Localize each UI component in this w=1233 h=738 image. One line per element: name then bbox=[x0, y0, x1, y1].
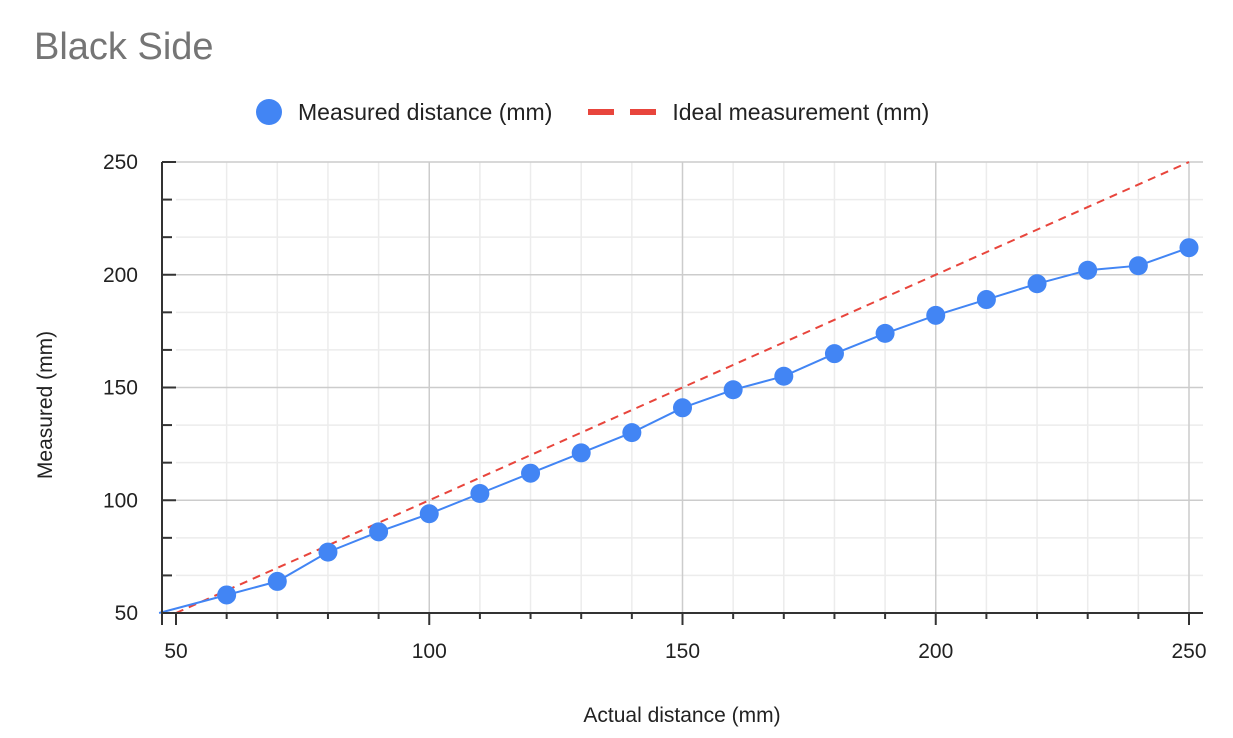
measured-line bbox=[158, 246, 1190, 614]
legend-label-measured: Measured distance (mm) bbox=[298, 98, 553, 125]
ideal-series bbox=[175, 161, 1190, 614]
measured-point bbox=[1078, 260, 1098, 280]
y-tick-label: 50 bbox=[115, 602, 138, 625]
measured-series bbox=[158, 238, 1199, 614]
y-tick-label: 150 bbox=[103, 377, 138, 400]
measured-point bbox=[875, 323, 895, 343]
measured-point bbox=[723, 380, 743, 400]
x-tick-label: 150 bbox=[665, 640, 700, 663]
measured-point bbox=[824, 344, 844, 364]
x-axis-title: Actual distance (mm) bbox=[583, 704, 780, 727]
chart-title: Black Side bbox=[34, 26, 214, 68]
y-tick-label: 250 bbox=[103, 151, 138, 174]
measured-point bbox=[369, 522, 389, 542]
legend-dash-icon bbox=[588, 109, 657, 115]
x-tick-label: 100 bbox=[412, 640, 447, 663]
measured-point bbox=[318, 542, 338, 562]
measured-point bbox=[926, 305, 946, 325]
measured-point bbox=[1179, 238, 1199, 258]
x-tick-label: 250 bbox=[1171, 640, 1206, 663]
measured-point bbox=[1027, 274, 1047, 294]
ideal-line bbox=[175, 161, 1190, 614]
legend-item-ideal[interactable]: Ideal measurement (mm) bbox=[552, 99, 929, 126]
x-tick-label: 50 bbox=[164, 640, 187, 663]
measured-point bbox=[267, 571, 287, 591]
measured-point bbox=[419, 504, 439, 524]
measured-point bbox=[673, 398, 692, 418]
legend-item-measured[interactable]: Measured distance (mm) bbox=[256, 99, 552, 126]
measured-point bbox=[1128, 256, 1148, 276]
legend: Measured distance (mm) Ideal measurement… bbox=[256, 96, 929, 128]
y-tick-label: 100 bbox=[103, 489, 138, 512]
axes: 50 100 150 200 250 50 100 150 200 250 bbox=[103, 151, 1207, 663]
measured-point bbox=[470, 483, 490, 503]
y-tick-label: 200 bbox=[103, 264, 138, 287]
measured-point bbox=[976, 290, 996, 310]
measured-point bbox=[217, 585, 237, 605]
legend-label-ideal: Ideal measurement (mm) bbox=[672, 98, 930, 125]
gridlines bbox=[176, 161, 1203, 613]
measured-point bbox=[571, 443, 591, 463]
measured-point bbox=[774, 366, 794, 386]
x-tick-label: 200 bbox=[918, 640, 953, 663]
y-axis-title: Measured (mm) bbox=[34, 331, 57, 479]
measured-point bbox=[622, 423, 642, 443]
legend-dot-icon bbox=[256, 99, 282, 125]
measured-point bbox=[521, 463, 541, 483]
